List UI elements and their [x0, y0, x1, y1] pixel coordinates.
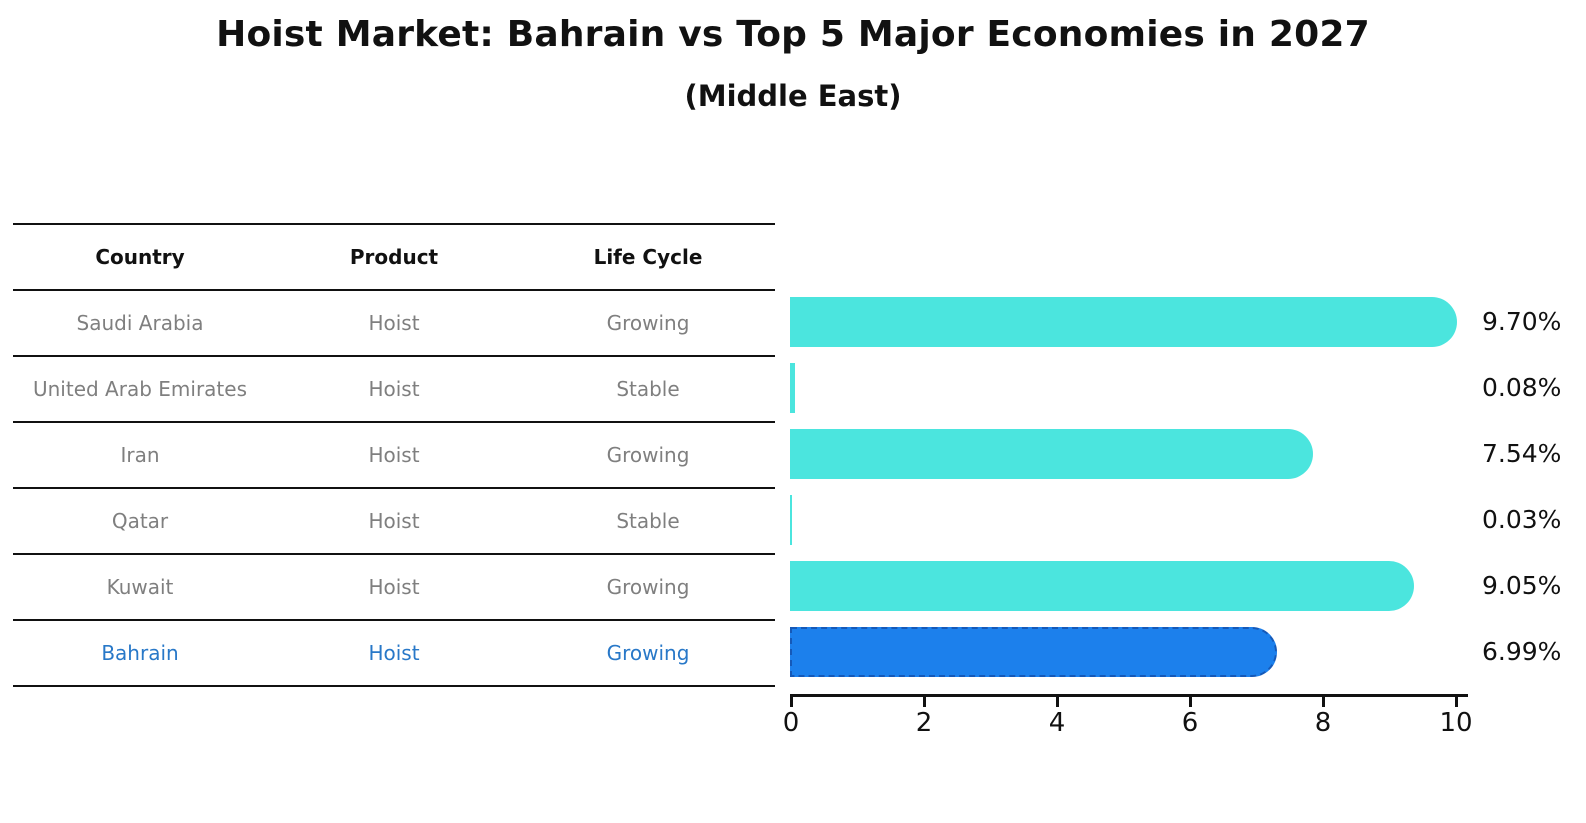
table-header-row: Country Product Life Cycle [13, 223, 775, 291]
chart-subtitle: (Middle East) [684, 79, 902, 113]
product-cell: Hoist [368, 509, 420, 533]
country-cell: Bahrain [101, 641, 179, 665]
bar [790, 297, 1458, 347]
table-row: Bahrain Hoist Growing [13, 621, 775, 687]
x-axis-tick-label: 0 [782, 708, 800, 738]
bar-value-label: 0.08% [1482, 373, 1562, 402]
header-cell-country: Country [95, 245, 185, 269]
x-axis-tick [1454, 697, 1458, 707]
country-cell: Qatar [111, 509, 169, 533]
x-axis-line [790, 694, 1468, 697]
bar-value-label: 9.05% [1482, 571, 1562, 600]
product-cell: Hoist [368, 377, 420, 401]
life-cycle-cell: Stable [616, 377, 680, 401]
bar-value-label: 9.70% [1482, 307, 1562, 336]
life-cycle-cell: Stable [616, 509, 680, 533]
highlighted-bar [790, 627, 1277, 677]
table-row: United Arab Emirates Hoist Stable [13, 357, 775, 423]
data-table: Country Product Life Cycle Saudi Arabia H… [13, 223, 775, 687]
country-cell: Kuwait [106, 575, 174, 599]
country-cell: Iran [120, 443, 160, 467]
x-axis-tick-label: 6 [1181, 708, 1199, 738]
table-row: Saudi Arabia Hoist Growing [13, 291, 775, 357]
header-cell-product: Product [349, 245, 439, 269]
x-axis-tick-label: 4 [1048, 708, 1066, 738]
chart-title: Hoist Market: Bahrain vs Top 5 Major Eco… [216, 14, 1370, 55]
life-cycle-cell: Growing [606, 575, 690, 599]
x-axis-tick [789, 697, 793, 707]
x-axis-tick-label: 10 [1439, 708, 1473, 738]
bar-value-label: 6.99% [1482, 637, 1562, 666]
life-cycle-cell: Growing [606, 311, 690, 335]
bar-value-label: 0.03% [1482, 505, 1562, 534]
x-axis-tick [1321, 697, 1325, 707]
header-cell-life-cycle: Life Cycle [593, 245, 703, 269]
x-axis-tick-label: 2 [915, 708, 933, 738]
product-cell: Hoist [368, 443, 420, 467]
x-axis-tick [1055, 697, 1059, 707]
x-axis-tick-label: 8 [1314, 708, 1332, 738]
life-cycle-cell: Growing [606, 641, 690, 665]
table-row: Kuwait Hoist Growing [13, 555, 775, 621]
country-cell: United Arab Emirates [32, 377, 247, 401]
product-cell: Hoist [368, 311, 420, 335]
bar [790, 429, 1314, 479]
table-body: Saudi Arabia Hoist Growing United Arab Emir… [13, 291, 775, 687]
bar [790, 363, 796, 413]
life-cycle-cell: Growing [606, 443, 690, 467]
x-axis-tick [922, 697, 926, 707]
country-cell: Saudi Arabia [76, 311, 204, 335]
product-cell: Hoist [368, 575, 420, 599]
bar [790, 495, 792, 545]
bar-value-label: 7.54% [1482, 439, 1562, 468]
table-row: Qatar Hoist Stable [13, 489, 775, 555]
product-cell: Hoist [368, 641, 420, 665]
bar [790, 561, 1414, 611]
x-axis-tick [1188, 697, 1192, 707]
table-row: Iran Hoist Growing [13, 423, 775, 489]
